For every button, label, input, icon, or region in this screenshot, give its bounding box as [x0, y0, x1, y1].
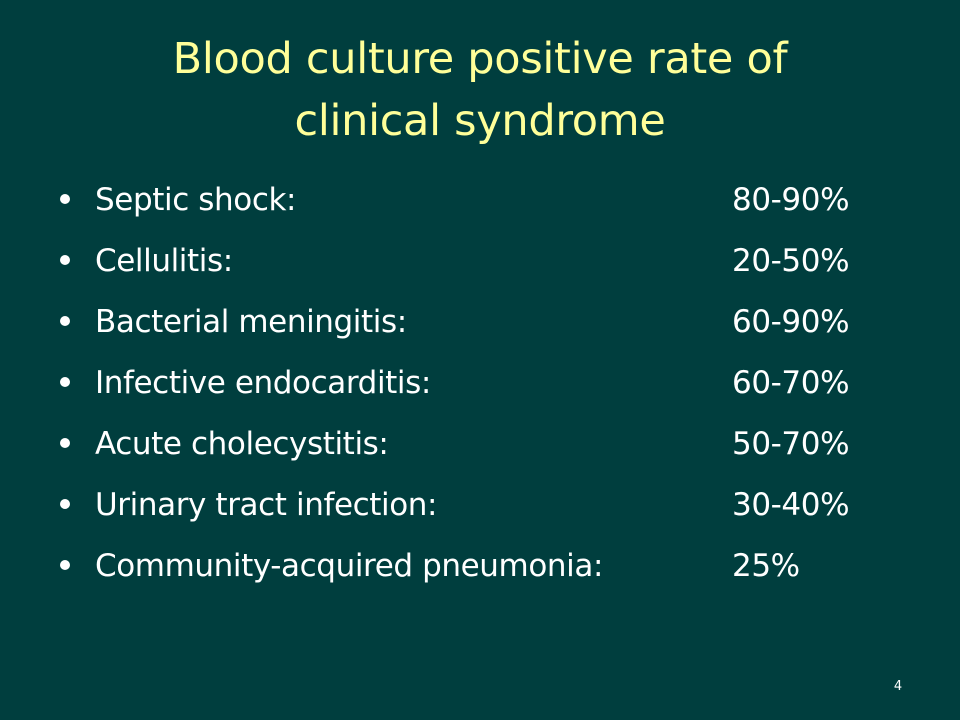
bullet-icon [60, 316, 70, 326]
list-item: Cellulitis: 20-50% [56, 233, 916, 294]
bullet-icon [60, 255, 70, 265]
syndrome-label: Infective endocarditis: [95, 365, 431, 401]
slide-title-line-1: Blood culture positive rate of [172, 34, 788, 84]
bullet-icon [60, 438, 70, 448]
page-number: 4 [893, 679, 903, 694]
syndrome-label: Bacterial meningitis: [95, 304, 407, 340]
positive-rate-value: 60-70% [732, 365, 850, 401]
syndrome-label: Acute cholecystitis: [95, 426, 389, 462]
positive-rate-value: 30-40% [732, 487, 850, 523]
bullet-icon [60, 560, 70, 570]
positive-rate-value: 50-70% [732, 426, 850, 462]
list-item: Bacterial meningitis: 60-90% [56, 294, 916, 355]
list-item: Septic shock: 80-90% [56, 172, 916, 233]
syndrome-label: Urinary tract infection: [95, 487, 438, 523]
slide-title: Blood culture positive rate of clinical … [60, 28, 900, 152]
positive-rate-value: 20-50% [732, 243, 850, 279]
positive-rate-value: 80-90% [732, 182, 850, 218]
bullet-icon [60, 499, 70, 509]
syndrome-label: Cellulitis: [95, 243, 233, 279]
list-item: Urinary tract infection: 30-40% [56, 477, 916, 538]
slide-title-line-2: clinical syndrome [294, 96, 666, 146]
syndrome-list: Septic shock: 80-90% Cellulitis: 20-50% … [56, 172, 916, 599]
bullet-icon [60, 194, 70, 204]
list-item: Community-acquired pneumonia: 25% [56, 538, 916, 599]
positive-rate-value: 25% [732, 548, 800, 584]
syndrome-label: Septic shock: [95, 182, 297, 218]
syndrome-label: Community-acquired pneumonia: [95, 548, 604, 584]
list-item: Infective endocarditis: 60-70% [56, 355, 916, 416]
list-item: Acute cholecystitis: 50-70% [56, 416, 916, 477]
bullet-icon [60, 377, 70, 387]
positive-rate-value: 60-90% [732, 304, 850, 340]
